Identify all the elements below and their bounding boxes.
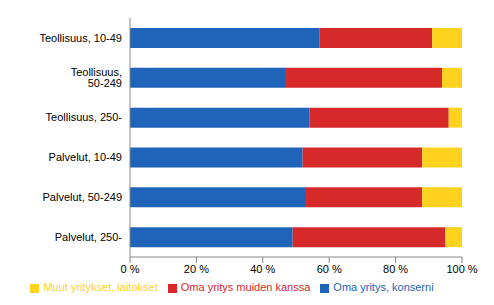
svg-text:Teollisuus, 10-49: Teollisuus, 10-49 — [39, 32, 122, 44]
html-text:Oma yritys, konserni: Oma yritys, konserni — [333, 281, 434, 293]
svg-text:100 %: 100 % — [446, 263, 477, 275]
svg-text:20 %: 20 % — [184, 263, 209, 275]
svg-text:Teollisuus,50-249: Teollisuus,50-249 — [71, 66, 122, 89]
html-text:Muut yritykset, laitokset: Muut yritykset, laitokset — [43, 281, 158, 293]
html-text:Oma yritys muiden kanssa: Oma yritys muiden kanssa — [180, 281, 311, 293]
svg-text:60 %: 60 % — [317, 263, 342, 275]
svg-text:Palvelut, 10-49: Palvelut, 10-49 — [49, 151, 122, 163]
svg-text:Palvelut, 250-: Palvelut, 250- — [55, 231, 123, 243]
svg-text:80 %: 80 % — [383, 263, 408, 275]
svg-text:0 %: 0 % — [121, 263, 140, 275]
svg-text:Palvelut, 50-249: Palvelut, 50-249 — [43, 191, 123, 203]
svg-text:40 %: 40 % — [250, 263, 275, 275]
svg-text:Teollisuus, 250-: Teollisuus, 250- — [46, 111, 123, 123]
